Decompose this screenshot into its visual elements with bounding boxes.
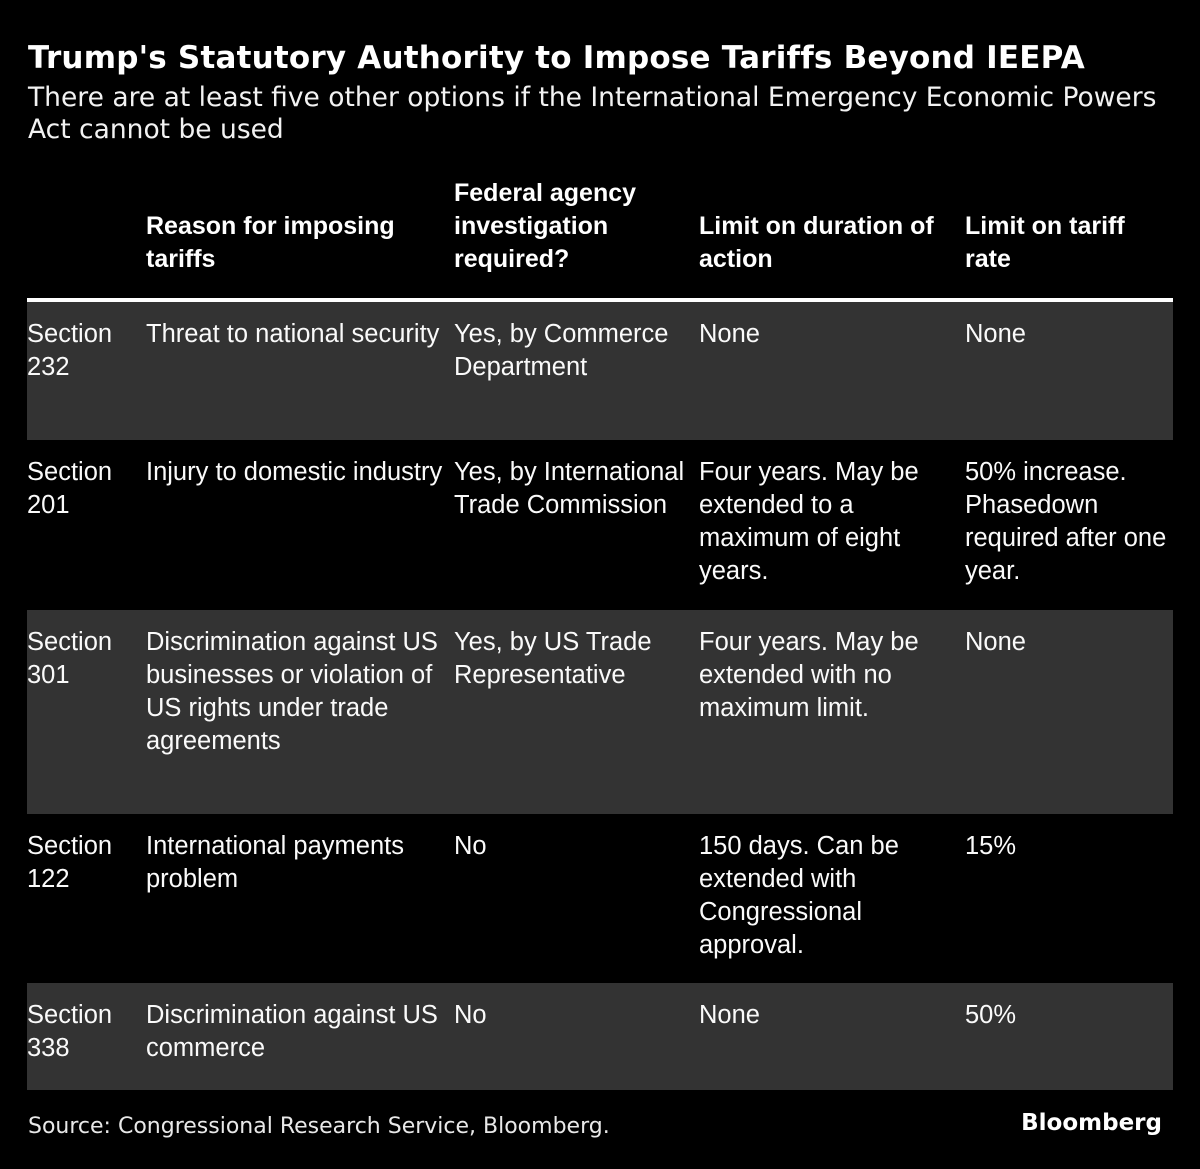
- cell-rate: 15%: [965, 832, 1017, 860]
- source-note: Source: Congressional Research Service, …: [28, 1114, 610, 1139]
- header-rate: Limit on tariff rate: [965, 212, 1125, 273]
- cell-investigation: No: [454, 1001, 487, 1029]
- cell-reason: International payments problem: [146, 832, 404, 893]
- cell-reason: Discrimination against US businesses or …: [146, 628, 438, 755]
- table-row: Section 232 Threat to national security …: [27, 302, 1173, 440]
- table-row: Section 122 International payments probl…: [27, 814, 1173, 983]
- tariff-authority-table: Reason for imposing tariffs Federal agen…: [27, 178, 1173, 1090]
- chart-subtitle: There are at least five other options if…: [28, 82, 1157, 145]
- table-header: Reason for imposing tariffs Federal agen…: [27, 178, 1173, 302]
- table-row: Section 301 Discrimination against US bu…: [27, 610, 1173, 814]
- cell-duration: None: [699, 1001, 760, 1029]
- cell-section: Section 232: [27, 320, 113, 381]
- cell-reason: Discrimination against US commerce: [146, 1001, 438, 1062]
- cell-rate: None: [965, 628, 1026, 656]
- header-reason: Reason for imposing tariffs: [146, 212, 395, 273]
- cell-duration: Four years. May be extended with no maxi…: [699, 628, 919, 722]
- cell-rate: 50% increase. Phasedown required after o…: [965, 458, 1167, 585]
- table-row: Section 338 Discrimination against US co…: [27, 983, 1173, 1090]
- cell-investigation: Yes, by International Trade Commission: [454, 458, 685, 519]
- cell-duration: None: [699, 320, 760, 348]
- table-row: Section 201 Injury to domestic industry …: [27, 440, 1173, 610]
- cell-section: Section 301: [27, 628, 113, 689]
- cell-investigation: Yes, by Commerce Department: [454, 320, 669, 381]
- cell-section: Section 122: [27, 832, 113, 893]
- header-duration: Limit on duration of action: [699, 212, 934, 273]
- cell-rate: None: [965, 320, 1026, 348]
- cell-reason: Threat to national security: [146, 320, 440, 348]
- header-investigation: Federal agency investigation required?: [454, 179, 637, 273]
- cell-rate: 50%: [965, 1001, 1017, 1029]
- cell-duration: Four years. May be extended to a maximum…: [699, 458, 919, 585]
- cell-investigation: Yes, by US Trade Representative: [454, 628, 652, 689]
- cell-section: Section 201: [27, 458, 113, 519]
- cell-section: Section 338: [27, 1001, 113, 1062]
- cell-investigation: No: [454, 832, 487, 860]
- cell-reason: Injury to domestic industry: [146, 458, 443, 486]
- chart-title: Trump's Statutory Authority to Impose Ta…: [28, 40, 1085, 76]
- bloomberg-logo: Bloomberg: [1021, 1110, 1162, 1136]
- cell-duration: 150 days. Can be extended with Congressi…: [699, 832, 899, 959]
